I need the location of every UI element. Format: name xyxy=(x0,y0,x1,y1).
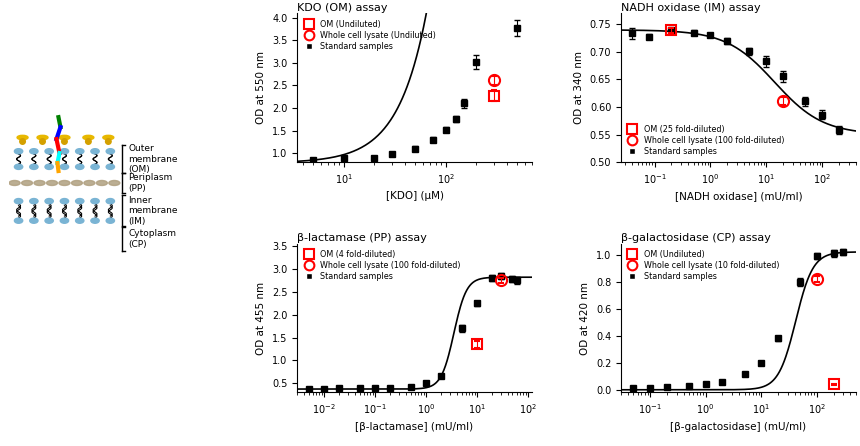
Ellipse shape xyxy=(22,181,33,186)
Text: NADH oxidase (IM) assay: NADH oxidase (IM) assay xyxy=(621,3,761,12)
Ellipse shape xyxy=(60,198,69,204)
Ellipse shape xyxy=(91,218,99,223)
Ellipse shape xyxy=(15,198,22,204)
Ellipse shape xyxy=(96,181,108,186)
Text: Outer
membrane
(OM): Outer membrane (OM) xyxy=(128,144,178,174)
Ellipse shape xyxy=(91,164,99,169)
Ellipse shape xyxy=(106,139,111,145)
Ellipse shape xyxy=(83,135,94,140)
Ellipse shape xyxy=(86,139,91,145)
Ellipse shape xyxy=(76,218,84,223)
Ellipse shape xyxy=(15,218,22,223)
Ellipse shape xyxy=(103,135,114,140)
X-axis label: [KDO] (μM): [KDO] (μM) xyxy=(385,191,444,201)
Text: Periplasm
(PP): Periplasm (PP) xyxy=(128,173,173,193)
Ellipse shape xyxy=(60,149,69,154)
Ellipse shape xyxy=(106,218,114,223)
Ellipse shape xyxy=(30,149,38,154)
Text: Cytoplasm
(CP): Cytoplasm (CP) xyxy=(128,229,176,248)
Ellipse shape xyxy=(76,198,84,204)
Ellipse shape xyxy=(59,135,70,140)
Ellipse shape xyxy=(9,181,20,186)
Ellipse shape xyxy=(106,164,114,169)
Legend: OM (Undiluted), Whole cell lysate (10 fold-diluted), Standard samples: OM (Undiluted), Whole cell lysate (10 fo… xyxy=(625,248,782,284)
Ellipse shape xyxy=(76,149,84,154)
Ellipse shape xyxy=(91,149,99,154)
Ellipse shape xyxy=(71,181,83,186)
Ellipse shape xyxy=(45,218,53,223)
Text: β-galactosidase (CP) assay: β-galactosidase (CP) assay xyxy=(621,233,771,243)
X-axis label: [β-lactamase] (mU/ml): [β-lactamase] (mU/ml) xyxy=(355,421,474,432)
Ellipse shape xyxy=(37,135,48,140)
Legend: OM (25 fold-diluted), Whole cell lysate (100 fold-diluted), Standard samples: OM (25 fold-diluted), Whole cell lysate … xyxy=(625,122,787,158)
Ellipse shape xyxy=(91,198,99,204)
Ellipse shape xyxy=(30,218,38,223)
Ellipse shape xyxy=(59,181,70,186)
Y-axis label: OD at 340 nm: OD at 340 nm xyxy=(574,51,584,124)
Ellipse shape xyxy=(60,164,69,169)
Ellipse shape xyxy=(106,198,114,204)
Y-axis label: OD at 455 nm: OD at 455 nm xyxy=(256,281,267,355)
Ellipse shape xyxy=(109,181,120,186)
Ellipse shape xyxy=(40,139,46,145)
Ellipse shape xyxy=(17,135,28,140)
Ellipse shape xyxy=(45,164,53,169)
Legend: OM (Undiluted), Whole cell lysate (Undiluted), Standard samples: OM (Undiluted), Whole cell lysate (Undil… xyxy=(301,17,438,53)
Ellipse shape xyxy=(45,198,53,204)
Ellipse shape xyxy=(15,164,22,169)
Ellipse shape xyxy=(106,149,114,154)
Text: β-lactamase (PP) assay: β-lactamase (PP) assay xyxy=(298,233,427,243)
Ellipse shape xyxy=(34,181,45,186)
Ellipse shape xyxy=(20,139,25,145)
Text: Inner
membrane
(IM): Inner membrane (IM) xyxy=(128,196,178,226)
Ellipse shape xyxy=(46,181,58,186)
Ellipse shape xyxy=(30,164,38,169)
X-axis label: [NADH oxidase] (mU/ml): [NADH oxidase] (mU/ml) xyxy=(674,191,802,201)
X-axis label: [β-galactosidase] (mU/ml): [β-galactosidase] (mU/ml) xyxy=(670,421,807,432)
Y-axis label: OD at 420 nm: OD at 420 nm xyxy=(580,281,591,355)
Y-axis label: OD at 550 nm: OD at 550 nm xyxy=(256,51,267,124)
Ellipse shape xyxy=(15,149,22,154)
Text: KDO (OM) assay: KDO (OM) assay xyxy=(298,3,388,12)
Ellipse shape xyxy=(76,164,84,169)
Ellipse shape xyxy=(84,181,95,186)
Ellipse shape xyxy=(45,149,53,154)
Ellipse shape xyxy=(60,218,69,223)
Legend: OM (4 fold-diluted), Whole cell lysate (100 fold-diluted), Standard samples: OM (4 fold-diluted), Whole cell lysate (… xyxy=(301,248,463,284)
Ellipse shape xyxy=(30,198,38,204)
Ellipse shape xyxy=(62,139,67,145)
